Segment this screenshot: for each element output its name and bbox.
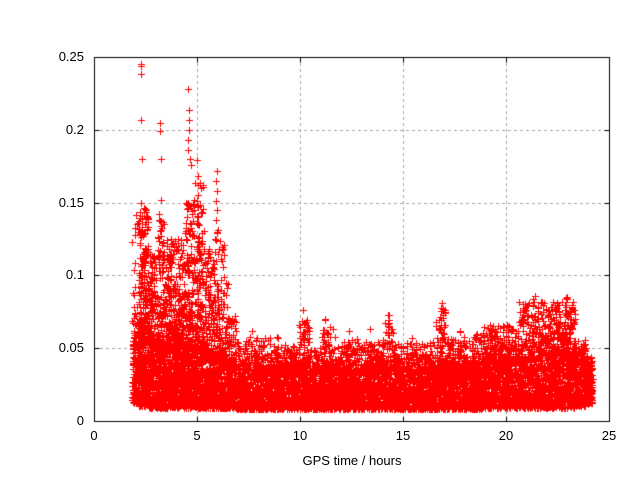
y-tick-label-0.2: 0.2: [65, 122, 84, 137]
x-tick-label-15: 15: [395, 428, 411, 443]
x-tick-label-10: 10: [292, 428, 308, 443]
x-axis-label: GPS time / hours: [302, 453, 402, 468]
y-tick-label-0.15: 0.15: [58, 195, 84, 210]
y-tick-label-0: 0: [76, 413, 84, 428]
y-tick-label-0.25: 0.25: [58, 49, 84, 64]
x-tick-label-0: 0: [90, 428, 98, 443]
y-tick-label-0.1: 0.1: [65, 267, 84, 282]
x-tick-label-25: 25: [601, 428, 617, 443]
x-tick-label-20: 20: [498, 428, 514, 443]
y-tick-label-0.05: 0.05: [58, 340, 84, 355]
x-tick-label-5: 5: [193, 428, 201, 443]
